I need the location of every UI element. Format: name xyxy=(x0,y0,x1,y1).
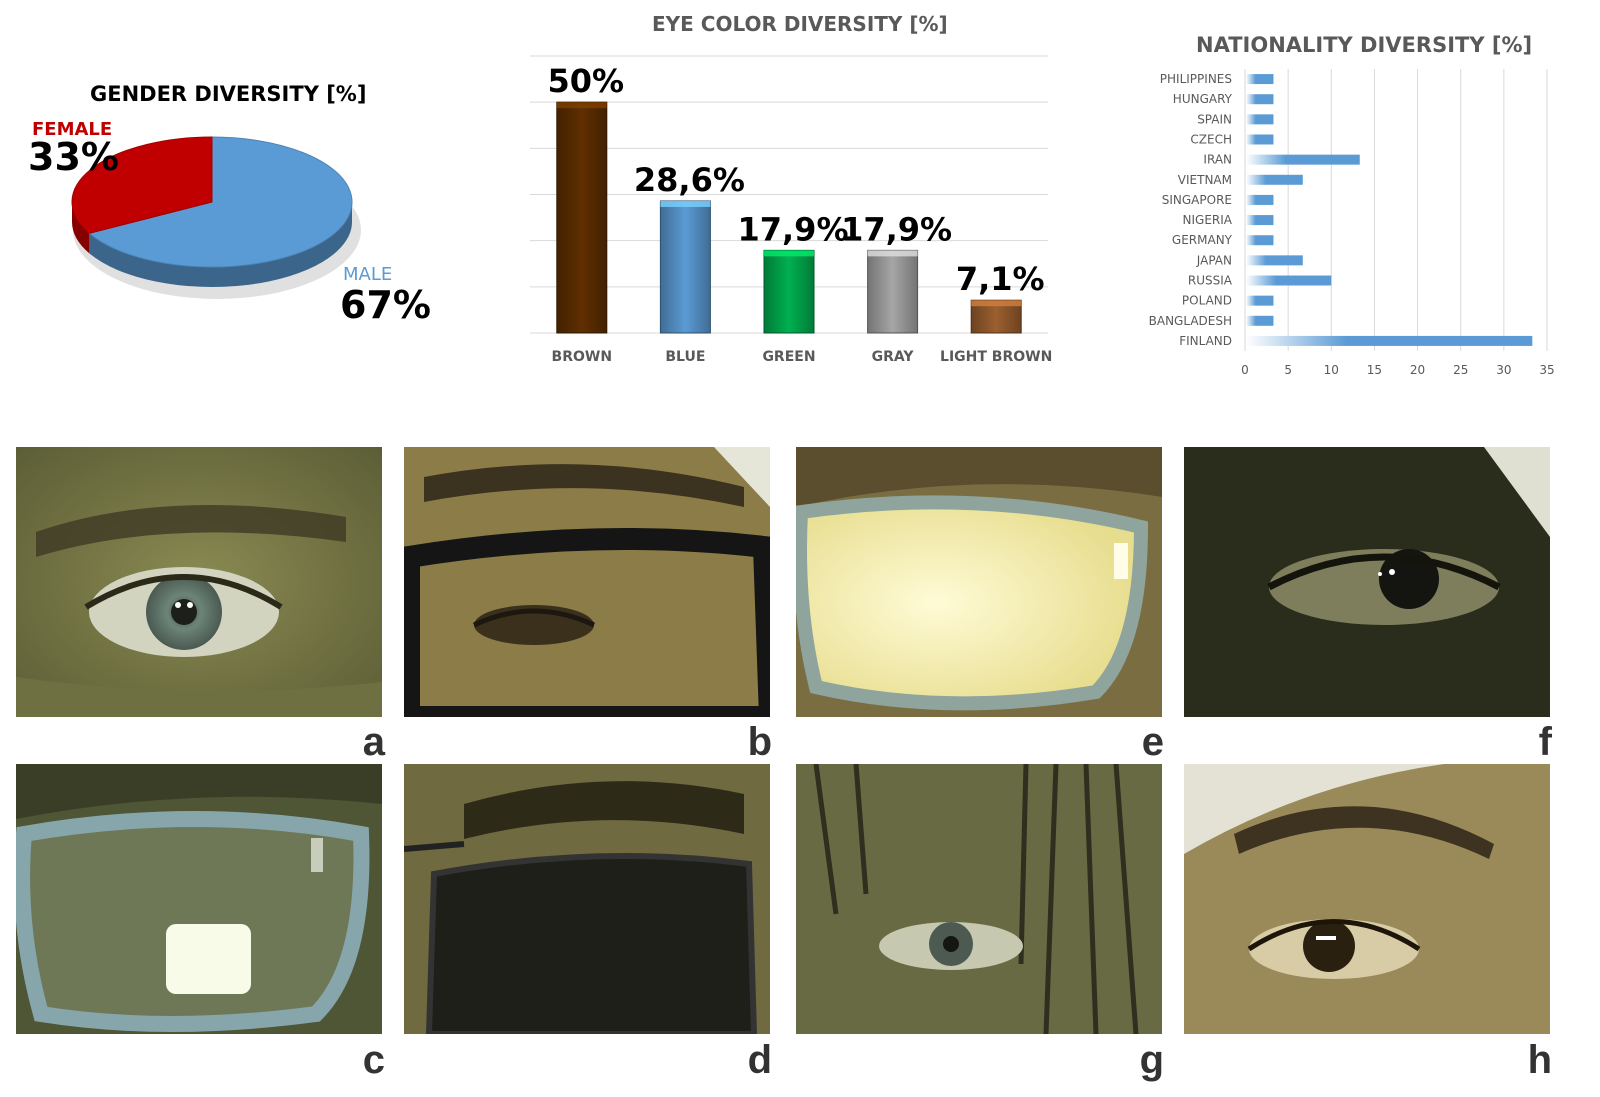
eye-color-chart-title: EYE COLOR DIVERSITY [%] xyxy=(652,12,948,36)
nationality-bars: 0 5 10 15 20 25 30 35 PHILIPPINES HUNGARY SPAIN CZE… xyxy=(1149,69,1555,377)
eye-photo-c xyxy=(16,764,382,1034)
eye-bar-blue xyxy=(659,200,711,334)
eye-photo-b xyxy=(404,447,770,717)
nat-bar-spain xyxy=(1246,114,1274,125)
eye-category-label: GREEN xyxy=(762,349,815,365)
eye-category-label: LIGHT BROWN xyxy=(940,349,1052,365)
nat-bar-russia xyxy=(1246,275,1332,286)
pie-slice-male xyxy=(88,136,353,268)
eye-color-bars: 50% BROWN 28,6% BLUE 17,9% GREEN 17,9% GRAY 7,1%… xyxy=(530,55,1052,365)
panel-letter-g: g xyxy=(1139,1038,1164,1082)
panel-letter-e: e xyxy=(1141,720,1164,764)
nat-tick-label: 15 xyxy=(1367,363,1382,377)
pie-label-male-name: MALE xyxy=(343,264,392,285)
eye-data-label: 50% xyxy=(548,62,625,100)
nat-bar-czech xyxy=(1246,134,1274,145)
eye-category-label: GRAY xyxy=(872,349,915,365)
nat-bar-poland xyxy=(1246,295,1274,306)
panel-letter-a: a xyxy=(362,720,385,764)
nat-category-label: SINGAPORE xyxy=(1162,193,1232,207)
pie-label-female-value: 33% xyxy=(28,135,119,179)
eye-photo-g xyxy=(796,764,1162,1034)
eye-category-label: BROWN xyxy=(552,349,613,365)
panel-letter-f: f xyxy=(1538,720,1552,764)
nat-tick-label: 10 xyxy=(1324,363,1339,377)
pie-slice-female xyxy=(71,136,213,234)
eye-photo-d xyxy=(404,764,770,1034)
nat-tick-label: 30 xyxy=(1496,363,1511,377)
nat-category-label: PHILIPPINES xyxy=(1160,72,1232,86)
eye-data-label: 28,6% xyxy=(634,161,745,199)
panel-letter-b: b xyxy=(747,720,772,764)
nat-tick-label: 20 xyxy=(1410,363,1425,377)
nat-bar-japan xyxy=(1246,255,1303,266)
nat-bar-bangladesh xyxy=(1246,315,1274,326)
nat-bar-iran xyxy=(1246,154,1360,165)
pie-label-female-name: FEMALE xyxy=(32,119,112,140)
nat-category-label: VIETNAM xyxy=(1178,173,1232,187)
eye-bar-cap xyxy=(764,250,814,257)
gender-chart-title: GENDER DIVERSITY [%] xyxy=(90,82,367,106)
eye-bar-green xyxy=(763,249,815,334)
nat-bar-germany xyxy=(1246,235,1274,246)
nat-bar-philippines xyxy=(1246,74,1274,85)
nationality-chart: NATIONALITY DIVERSITY [%] 0 5 10 15 20 25 30 35… xyxy=(1130,25,1600,390)
eye-data-label: 17,9% xyxy=(841,210,952,248)
nat-bar-singapore xyxy=(1246,194,1274,205)
pie-side-male xyxy=(89,202,352,287)
pie-side-female xyxy=(72,202,90,254)
eye-bar-cap xyxy=(971,300,1022,307)
eye-photo-f xyxy=(1184,447,1550,717)
eye-photo-e xyxy=(796,447,1162,717)
nat-category-label: NIGERIA xyxy=(1183,213,1233,227)
nat-tick-label: 5 xyxy=(1284,363,1292,377)
panel-letter-d: d xyxy=(747,1038,772,1082)
eye-bar-gray xyxy=(867,249,919,334)
nat-category-label: JAPAN xyxy=(1196,253,1232,267)
nat-category-label: POLAND xyxy=(1182,294,1232,308)
nat-category-label: BANGLADESH xyxy=(1149,314,1232,328)
nat-bar-hungary xyxy=(1246,94,1274,105)
eye-bar-cap xyxy=(660,200,711,207)
nat-category-label: CZECH xyxy=(1190,133,1232,147)
nat-tick-label: 25 xyxy=(1453,363,1468,377)
nat-bar-nigeria xyxy=(1246,215,1274,226)
panel-letter-c: c xyxy=(362,1038,385,1082)
eye-bar-cap xyxy=(556,102,607,109)
nat-tick-label: 35 xyxy=(1539,363,1554,377)
panel-letter-h: h xyxy=(1527,1038,1552,1082)
eye-data-label: 7,1% xyxy=(956,260,1045,298)
gender-chart: GENDER DIVERSITY [%] FEMALE 33% MALE 67% xyxy=(0,60,470,360)
eye-category-label: BLUE xyxy=(665,349,705,365)
eye-photo-h xyxy=(1184,764,1550,1034)
eye-data-label: 17,9% xyxy=(737,210,848,248)
eye-photo-a xyxy=(16,447,382,717)
nat-bar-finland xyxy=(1246,335,1533,346)
nat-category-label: FINLAND xyxy=(1179,334,1232,348)
nat-category-label: SPAIN xyxy=(1197,112,1232,126)
nat-category-label: RUSSIA xyxy=(1188,274,1233,288)
eye-bar-brown xyxy=(556,101,608,334)
eye-bar-cap xyxy=(867,250,918,257)
nat-tick-label: 0 xyxy=(1241,363,1249,377)
nat-category-label: GERMANY xyxy=(1172,233,1233,247)
nat-category-label: HUNGARY xyxy=(1173,92,1233,106)
nationality-chart-title: NATIONALITY DIVERSITY [%] xyxy=(1196,33,1533,57)
pie-label-male-value: 67% xyxy=(340,283,431,327)
nat-category-label: IRAN xyxy=(1203,153,1232,167)
nat-bar-vietnam xyxy=(1246,174,1303,185)
eye-color-chart: EYE COLOR DIVERSITY [%] 50% BROWN 28,6% BLU… xyxy=(520,0,1080,380)
